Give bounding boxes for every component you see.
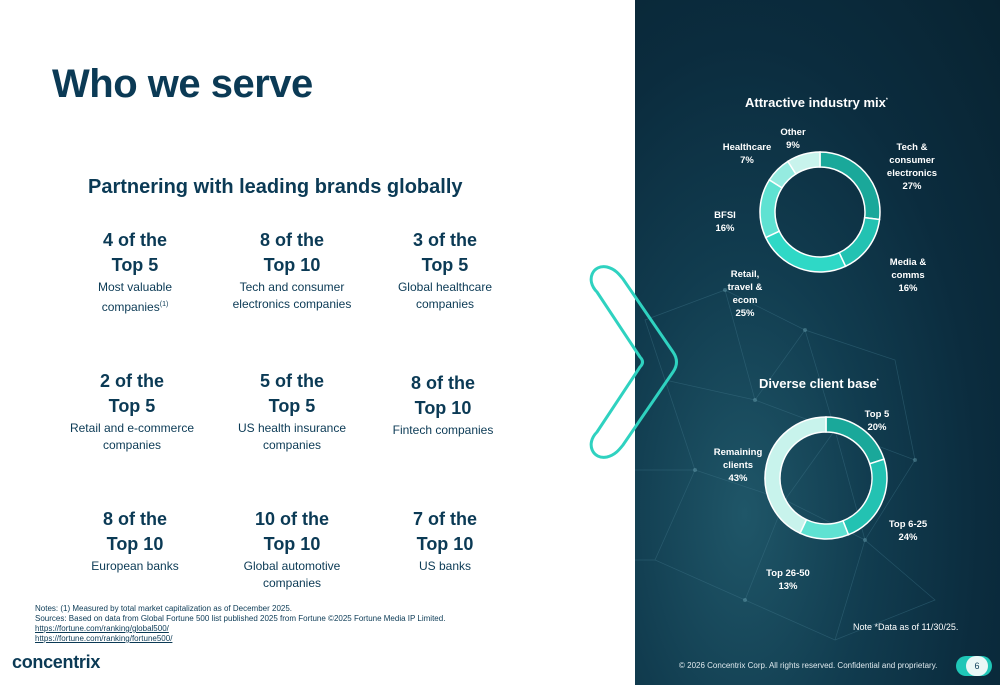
stat-line-2: Top 10	[263, 255, 321, 275]
stat-desc-2: companies	[415, 297, 475, 311]
stat-card: 7 of the Top 10 US banks	[365, 507, 525, 574]
stat-card: 8 of the Top 10 Tech and consumer electr…	[212, 228, 372, 312]
industry-mix-donut	[759, 151, 881, 273]
stat-desc-1: Retail and e-commerce	[69, 421, 195, 435]
industry-mix-title: Attractive industry mix*	[745, 95, 888, 110]
page-title: Who we serve	[52, 62, 313, 106]
stat-card: 4 of the Top 5 Most valuable companies(1…	[55, 228, 215, 315]
source-link-fortune500[interactable]: https://fortune.com/ranking/fortune500/	[35, 634, 173, 643]
stat-desc-2: companies	[102, 438, 162, 452]
stat-line-1: 8 of the	[102, 509, 167, 529]
stat-line-1: 8 of the	[410, 373, 475, 393]
stat-card: 8 of the Top 10 European banks	[55, 507, 215, 574]
stat-desc-2: companies	[262, 438, 322, 452]
stat-line-1: 2 of the	[99, 371, 164, 391]
stat-line-1: 10 of the	[254, 509, 329, 529]
stat-line-2: Top 10	[106, 534, 164, 554]
chevron-graphic	[589, 265, 678, 459]
footnote-marker: (1)	[159, 301, 169, 308]
client-base-donut	[764, 416, 888, 540]
stat-card: 8 of the Top 10 Fintech companies	[363, 371, 523, 438]
source-link-global500[interactable]: https://fortune.com/ranking/global500/	[35, 624, 169, 633]
slice-label: Retail, travel & ecom 25%	[727, 269, 763, 319]
slice-label: Remaining clients 43%	[713, 447, 763, 484]
slice-label: Top 6-25 24%	[888, 519, 928, 543]
page-number: 6	[966, 656, 988, 676]
stat-line-1: 3 of the	[412, 230, 477, 250]
page-subtitle: Partnering with leading brands globally	[88, 176, 463, 198]
stat-card: 5 of the Top 5 US health insurance compa…	[212, 369, 372, 453]
stat-line-2: Top 10	[263, 534, 321, 554]
data-as-of-note: Note *Data as of 11/30/25.	[853, 622, 959, 632]
source-line: Sources: Based on data from Global Fortu…	[35, 614, 446, 623]
right-panel	[635, 0, 1000, 685]
client-base-title: Diverse client base*	[759, 376, 879, 391]
stat-desc-2: companies	[262, 576, 322, 590]
network-background-graphic	[635, 288, 936, 641]
stat-desc-1: Global healthcare	[397, 280, 493, 294]
stat-line-2: Top 5	[111, 255, 159, 275]
stat-line-2: Top 5	[268, 396, 316, 416]
stat-line-1: 7 of the	[412, 509, 477, 529]
donut-slice-5	[786, 151, 821, 176]
stat-line-2: Top 10	[416, 534, 474, 554]
copyright-footer: © 2026 Concentrix Corp. All rights reser…	[679, 661, 938, 670]
stat-line-1: 5 of the	[259, 371, 324, 391]
stat-line-2: Top 10	[414, 398, 472, 418]
concentrix-logo: concentrix	[12, 652, 101, 672]
stat-desc-1: Fintech companies	[392, 423, 494, 437]
slice-label: Media & comms 16%	[889, 257, 927, 294]
stat-card: 3 of the Top 5 Global healthcare compani…	[365, 228, 525, 312]
slice-label: Healthcare 7%	[722, 142, 772, 166]
slice-label: Tech & consumer electronics 27%	[886, 142, 938, 192]
stat-desc-1: Tech and consumer	[239, 280, 345, 294]
stat-card: 10 of the Top 10 Global automotive compa…	[212, 507, 372, 591]
donut-slice-2	[799, 518, 850, 540]
footnotes: Notes: (1) Measured by total market capi…	[35, 604, 445, 644]
stat-desc-1: US banks	[418, 559, 472, 573]
donut-slice-0	[819, 151, 881, 221]
note-line: Notes: (1) Measured by total market capi…	[35, 604, 293, 613]
stat-line-2: Top 5	[108, 396, 156, 416]
stat-line-1: 4 of the	[102, 230, 167, 250]
slice-label: Top 5 20%	[864, 409, 890, 433]
slice-label: BFSI 16%	[714, 210, 736, 234]
stat-desc-1: Most valuable	[97, 280, 173, 294]
stat-desc-1: Global automotive	[243, 559, 341, 573]
donut-slice-3	[759, 178, 784, 239]
donut-slice-1	[841, 458, 888, 536]
donut-slice-3	[764, 416, 827, 535]
stat-line-1: 8 of the	[259, 230, 324, 250]
stat-card: 2 of the Top 5 Retail and e-commerce com…	[52, 369, 212, 453]
stat-desc-1: US health insurance	[237, 421, 347, 435]
stat-desc-1: European banks	[91, 559, 179, 573]
slice-label: Top 26-50 13%	[766, 568, 810, 592]
stat-desc-2: companies(1)	[101, 300, 169, 314]
donut-slice-1	[838, 216, 881, 268]
slice-label: Other 9%	[780, 127, 806, 151]
donut-slice-2	[764, 230, 847, 273]
stat-desc-2: electronics companies	[232, 297, 352, 311]
stat-line-2: Top 5	[421, 255, 469, 275]
